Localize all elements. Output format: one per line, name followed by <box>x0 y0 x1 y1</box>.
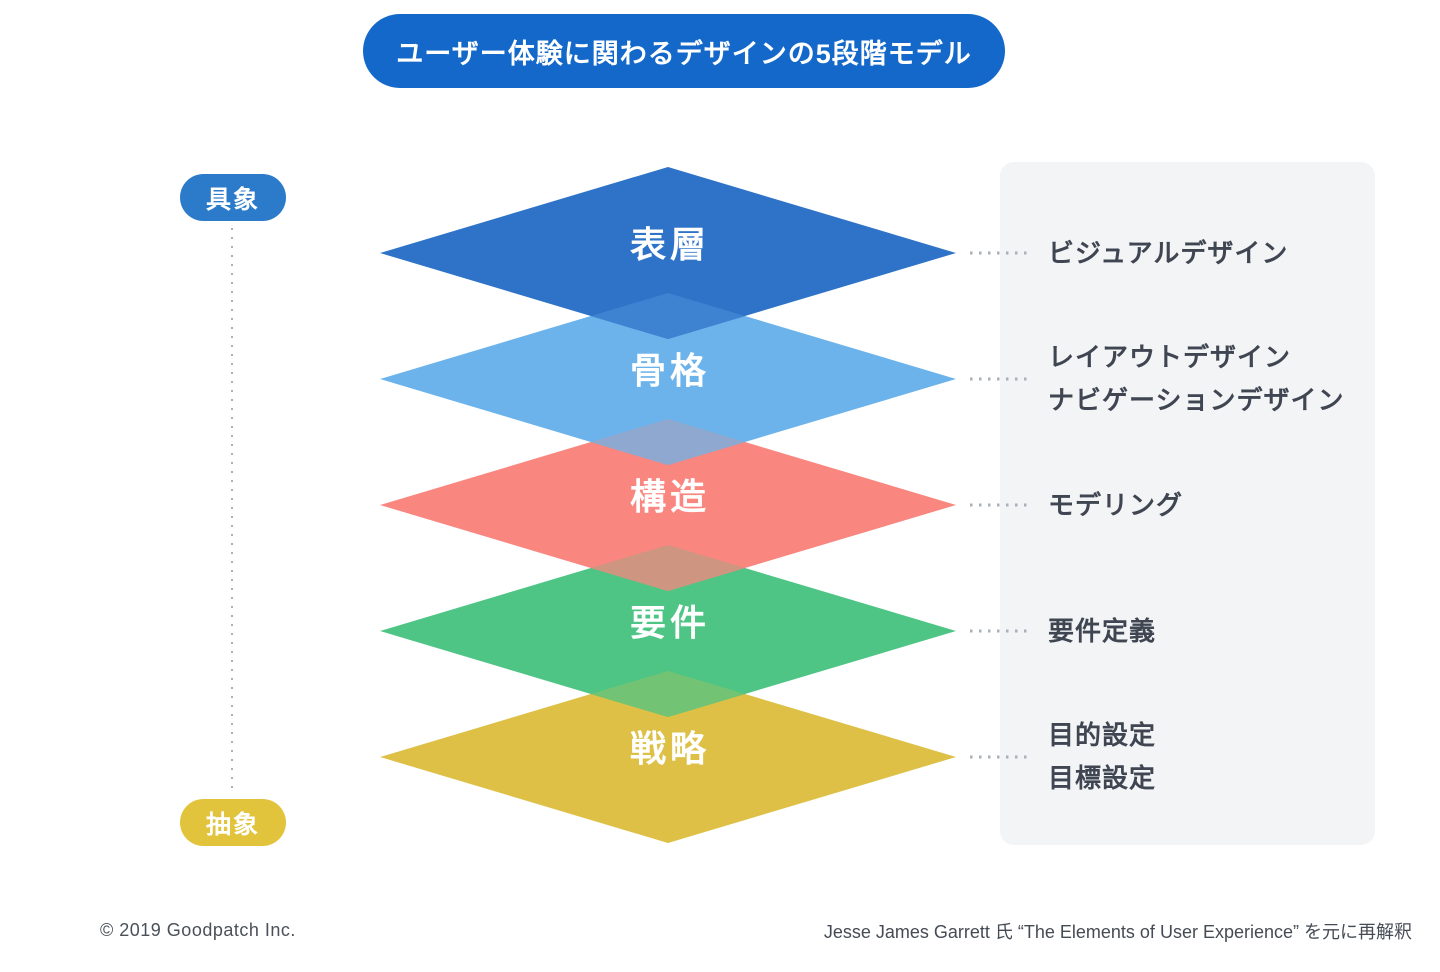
concrete-label-pill: 具象 <box>180 174 286 221</box>
diamond-label-1: 表層 <box>630 224 710 265</box>
copyright-text: © 2019 Goodpatch Inc. <box>100 920 296 940</box>
diamond-overlap-3-4 <box>591 545 745 591</box>
diamond-overlap-2-3 <box>591 419 745 465</box>
abstraction-axis-dotted-line <box>231 228 233 795</box>
diamond-label-2: 骨格 <box>630 350 710 391</box>
annotation-block-2: レイアウトデザインナビゲーションデザイン <box>1000 329 1375 429</box>
diamond-label-4: 要件 <box>630 602 710 643</box>
diamond-layer-1 <box>380 167 956 339</box>
annotation-line: 目的設定 <box>1048 720 1157 750</box>
annotation-line: 要件定義 <box>1048 615 1157 646</box>
annotation-block-3: モデリング <box>1000 455 1375 555</box>
diamond-overlap-4-5 <box>591 671 745 717</box>
annotation-block-1: ビジュアルデザイン <box>1000 203 1375 303</box>
attribution-text: Jesse James Garrett 氏 “The Elements of U… <box>823 922 1412 942</box>
diamond-label-5: 戦略 <box>630 728 710 769</box>
annotation-block-4: 要件定義 <box>1000 581 1375 681</box>
diamond-layer-4 <box>380 545 956 717</box>
annotations-panel: ビジュアルデザイン レイアウトデザインナビゲーションデザイン モデリング要件定義目的… <box>1000 162 1375 845</box>
diamond-label-3: 構造 <box>630 476 710 517</box>
diagram-title-pill: ユーザー体験に関わるデザインの5段階モデル <box>363 14 1005 88</box>
diamond-layer-5 <box>380 671 956 843</box>
annotation-line: ビジュアルデザイン <box>1048 237 1289 268</box>
diamond-layer-3 <box>380 419 956 591</box>
abstract-label-pill: 抽象 <box>180 799 286 846</box>
diamond-layer-2 <box>380 293 956 465</box>
annotation-line: 目標設定 <box>1048 763 1157 793</box>
diamond-overlap-1-2 <box>591 293 745 339</box>
annotation-line: モデリング <box>1048 489 1184 520</box>
concrete-label: 具象 <box>205 185 260 214</box>
diagram-title: ユーザー体験に関わるデザインの5段階モデル <box>396 38 972 69</box>
abstract-label: 抽象 <box>205 810 260 839</box>
annotation-line: ナビゲーションデザイン <box>1048 385 1345 415</box>
annotation-line: レイアウトデザイン <box>1048 342 1292 372</box>
annotation-block-5: 目的設定 目標設定 <box>1000 707 1375 807</box>
